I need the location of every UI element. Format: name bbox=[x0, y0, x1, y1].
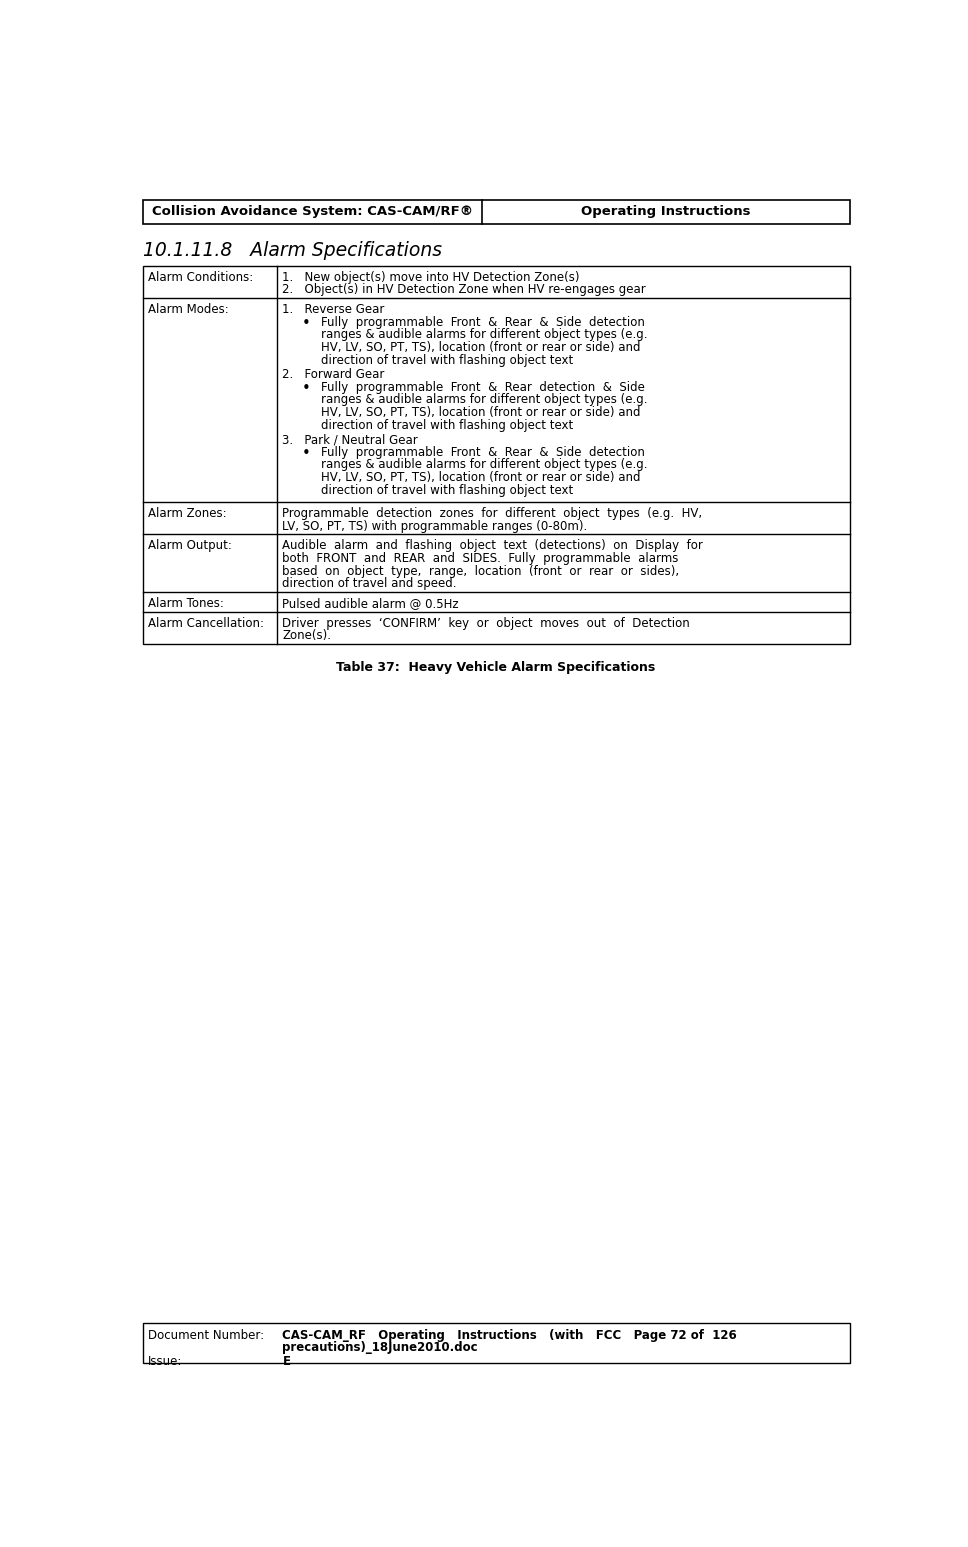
Text: Fully  programmable  Front  &  Rear  &  Side  detection: Fully programmable Front & Rear & Side d… bbox=[321, 316, 645, 328]
Bar bbox=[142, 200, 850, 224]
Text: 1.   Reverse Gear: 1. Reverse Gear bbox=[283, 303, 385, 316]
Bar bbox=[142, 266, 850, 645]
Text: Collision Avoidance System: CAS-CAM/RF®: Collision Avoidance System: CAS-CAM/RF® bbox=[152, 206, 473, 218]
Text: •: • bbox=[301, 381, 310, 396]
Text: Fully  programmable  Front  &  Rear  detection  &  Side: Fully programmable Front & Rear detectio… bbox=[321, 381, 645, 393]
Text: Zone(s).: Zone(s). bbox=[283, 630, 331, 642]
Text: Alarm Cancellation:: Alarm Cancellation: bbox=[148, 617, 264, 630]
Text: Alarm Modes:: Alarm Modes: bbox=[148, 303, 228, 316]
Text: Audible  alarm  and  flashing  object  text  (detections)  on  Display  for: Audible alarm and flashing object text (… bbox=[283, 540, 704, 552]
Text: 2.   Forward Gear: 2. Forward Gear bbox=[283, 368, 385, 381]
Text: Programmable  detection  zones  for  different  object  types  (e.g.  HV,: Programmable detection zones for differe… bbox=[283, 507, 703, 520]
Text: both  FRONT  and  REAR  and  SIDES.  Fully  programmable  alarms: both FRONT and REAR and SIDES. Fully pro… bbox=[283, 552, 679, 565]
Bar bbox=[142, 1323, 850, 1363]
Text: HV, LV, SO, PT, TS), location (front or rear or side) and: HV, LV, SO, PT, TS), location (front or … bbox=[321, 472, 641, 484]
Text: direction of travel and speed.: direction of travel and speed. bbox=[283, 577, 457, 591]
Text: Fully  programmable  Front  &  Rear  &  Side  detection: Fully programmable Front & Rear & Side d… bbox=[321, 446, 645, 459]
Text: 1.   New object(s) move into HV Detection Zone(s): 1. New object(s) move into HV Detection … bbox=[283, 271, 580, 283]
Text: ranges & audible alarms for different object types (e.g.: ranges & audible alarms for different ob… bbox=[321, 328, 648, 342]
Text: E: E bbox=[283, 1355, 290, 1368]
Text: Alarm Zones:: Alarm Zones: bbox=[148, 507, 227, 520]
Text: ranges & audible alarms for different object types (e.g.: ranges & audible alarms for different ob… bbox=[321, 458, 648, 472]
Text: based  on  object  type,  range,  location  (front  or  rear  or  sides),: based on object type, range, location (f… bbox=[283, 565, 680, 577]
Text: Alarm Tones:: Alarm Tones: bbox=[148, 597, 224, 610]
Text: Table 37:  Heavy Vehicle Alarm Specifications: Table 37: Heavy Vehicle Alarm Specificat… bbox=[337, 661, 655, 674]
Text: 3.   Park / Neutral Gear: 3. Park / Neutral Gear bbox=[283, 433, 418, 446]
Text: Pulsed audible alarm @ 0.5Hz: Pulsed audible alarm @ 0.5Hz bbox=[283, 597, 459, 610]
Text: direction of travel with flashing object text: direction of travel with flashing object… bbox=[321, 354, 573, 367]
Text: CAS-CAM_RF   Operating   Instructions   (with   FCC   Page 72 of  126: CAS-CAM_RF Operating Instructions (with … bbox=[283, 1329, 738, 1341]
Text: HV, LV, SO, PT, TS), location (front or rear or side) and: HV, LV, SO, PT, TS), location (front or … bbox=[321, 340, 641, 354]
Text: •: • bbox=[301, 446, 310, 461]
Text: Document Number:: Document Number: bbox=[148, 1329, 264, 1341]
Text: 2.   Object(s) in HV Detection Zone when HV re-engages gear: 2. Object(s) in HV Detection Zone when H… bbox=[283, 283, 647, 297]
Text: Alarm Output:: Alarm Output: bbox=[148, 540, 232, 552]
Text: 10.1.11.8   Alarm Specifications: 10.1.11.8 Alarm Specifications bbox=[142, 241, 441, 260]
Text: Driver  presses  ‘CONFIRM’  key  or  object  moves  out  of  Detection: Driver presses ‘CONFIRM’ key or object m… bbox=[283, 617, 690, 630]
Text: direction of travel with flashing object text: direction of travel with flashing object… bbox=[321, 419, 573, 432]
Text: Operating Instructions: Operating Instructions bbox=[581, 206, 750, 218]
Text: LV, SO, PT, TS) with programmable ranges (0-80m).: LV, SO, PT, TS) with programmable ranges… bbox=[283, 520, 588, 532]
Text: •: • bbox=[301, 316, 310, 331]
Text: Issue:: Issue: bbox=[148, 1355, 183, 1368]
Text: ranges & audible alarms for different object types (e.g.: ranges & audible alarms for different ob… bbox=[321, 393, 648, 407]
Text: precautions)_18June2010.doc: precautions)_18June2010.doc bbox=[283, 1341, 478, 1354]
Text: HV, LV, SO, PT, TS), location (front or rear or side) and: HV, LV, SO, PT, TS), location (front or … bbox=[321, 407, 641, 419]
Text: direction of travel with flashing object text: direction of travel with flashing object… bbox=[321, 484, 573, 497]
Text: Alarm Conditions:: Alarm Conditions: bbox=[148, 271, 254, 283]
